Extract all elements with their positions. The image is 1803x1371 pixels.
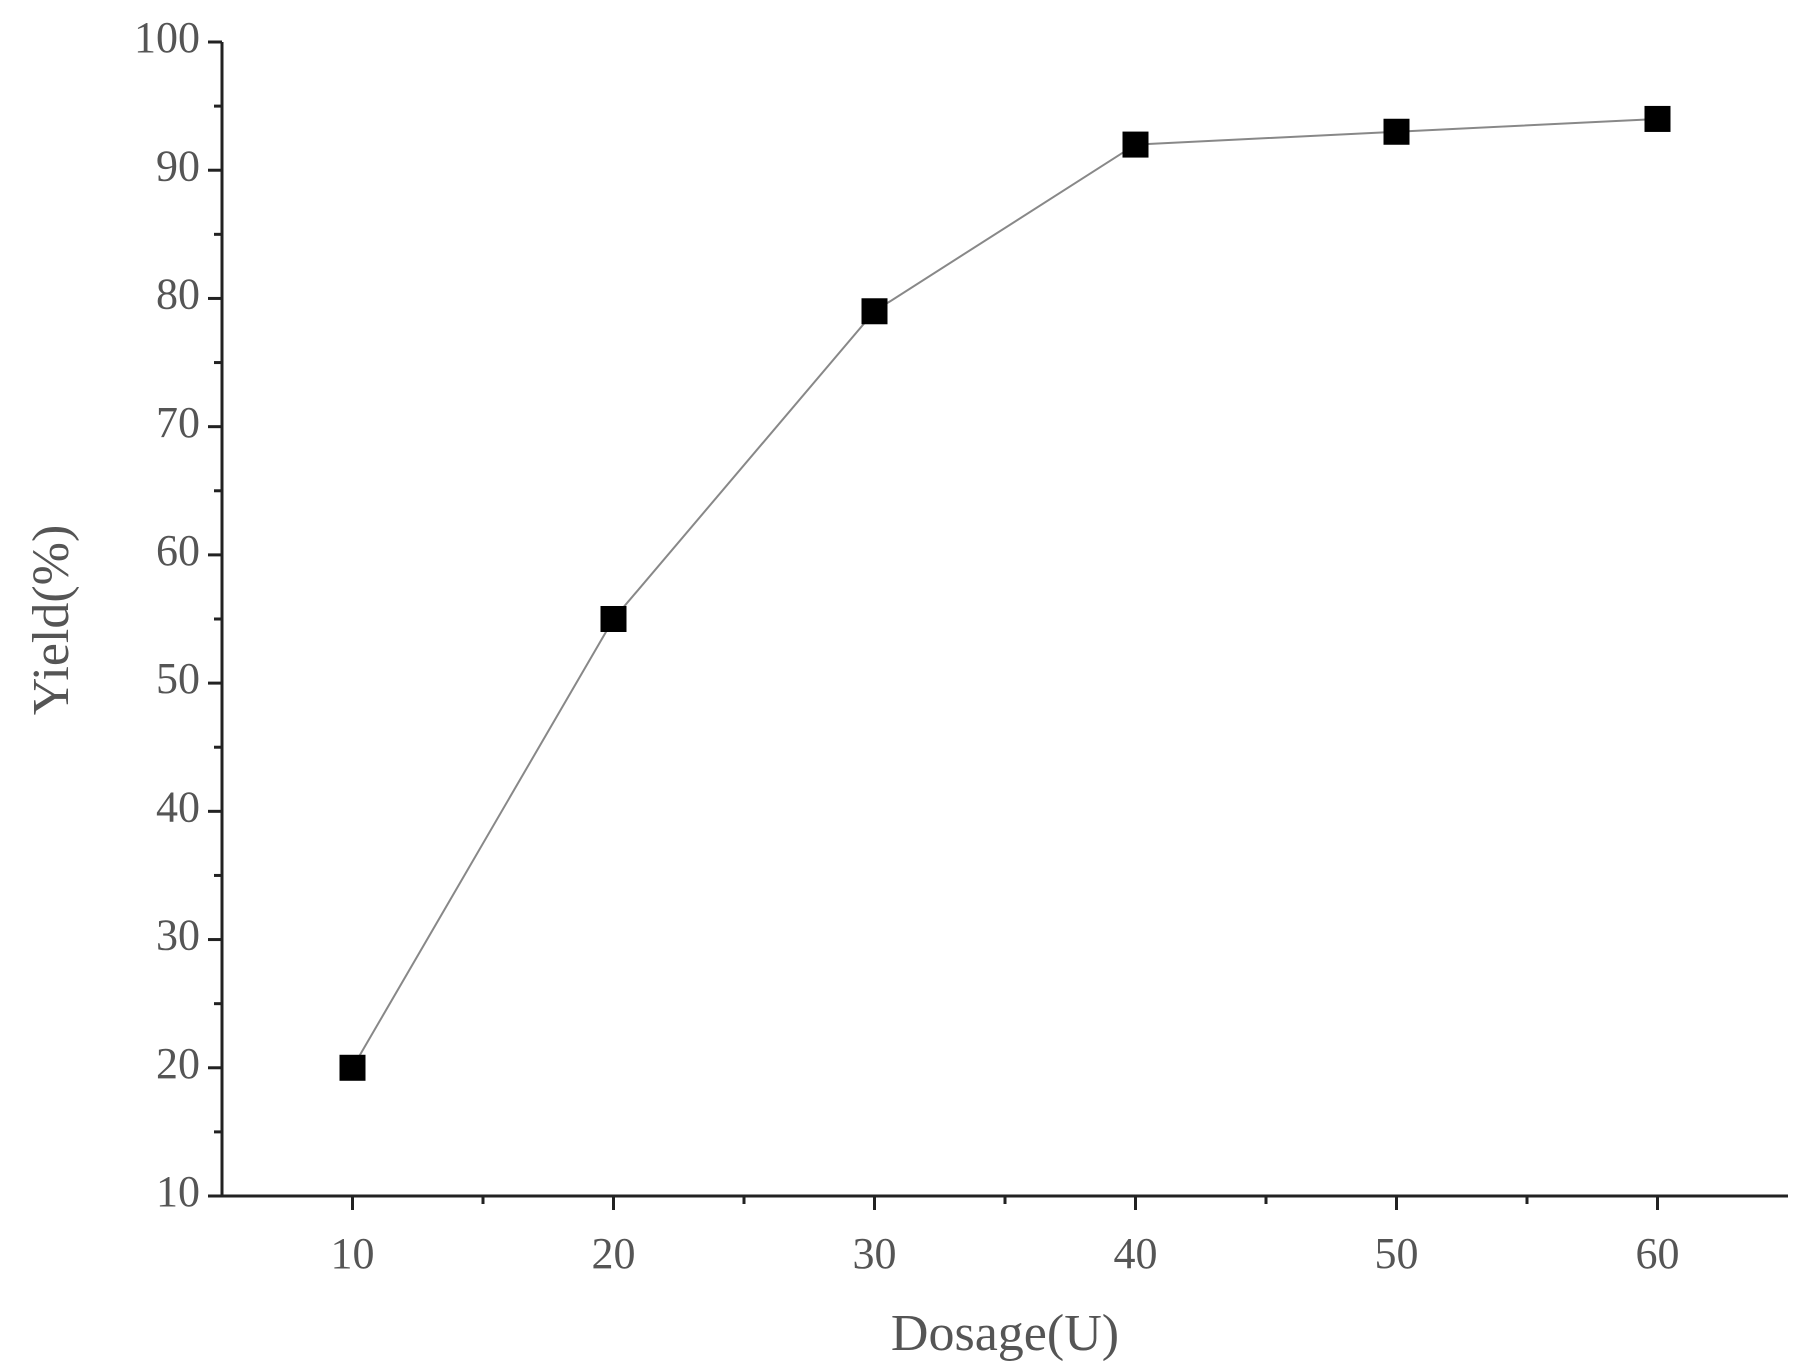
y-axis-label: Yield(%) bbox=[23, 525, 80, 716]
y-tick-label: 10 bbox=[156, 1167, 200, 1216]
series-line bbox=[351, 117, 1658, 1069]
y-tick-label: 60 bbox=[156, 526, 200, 575]
x-axis-label: Dosage(U) bbox=[891, 1305, 1119, 1362]
y-tick-label: 40 bbox=[156, 782, 200, 831]
y-tick-label: 80 bbox=[156, 270, 200, 319]
marker bbox=[1644, 105, 1671, 132]
marker bbox=[600, 606, 627, 632]
y-tick-label: 70 bbox=[156, 398, 200, 447]
y-tick-label: 30 bbox=[156, 911, 200, 960]
marker bbox=[339, 1054, 366, 1081]
marker bbox=[1383, 118, 1410, 145]
y-tick-label: 20 bbox=[156, 1039, 200, 1088]
y-tick-label: 50 bbox=[156, 654, 200, 703]
x-tick-label: 20 bbox=[592, 1229, 636, 1278]
marker bbox=[1122, 131, 1149, 158]
x-tick-label: 60 bbox=[1636, 1229, 1680, 1278]
x-tick-label: 40 bbox=[1114, 1229, 1158, 1278]
y-tick-label: 100 bbox=[134, 13, 200, 62]
y-tick-label: 90 bbox=[156, 141, 200, 190]
x-tick-label: 10 bbox=[331, 1229, 375, 1278]
marker bbox=[861, 298, 888, 325]
x-tick-label: 50 bbox=[1375, 1229, 1419, 1278]
x-tick-label: 30 bbox=[853, 1229, 897, 1278]
